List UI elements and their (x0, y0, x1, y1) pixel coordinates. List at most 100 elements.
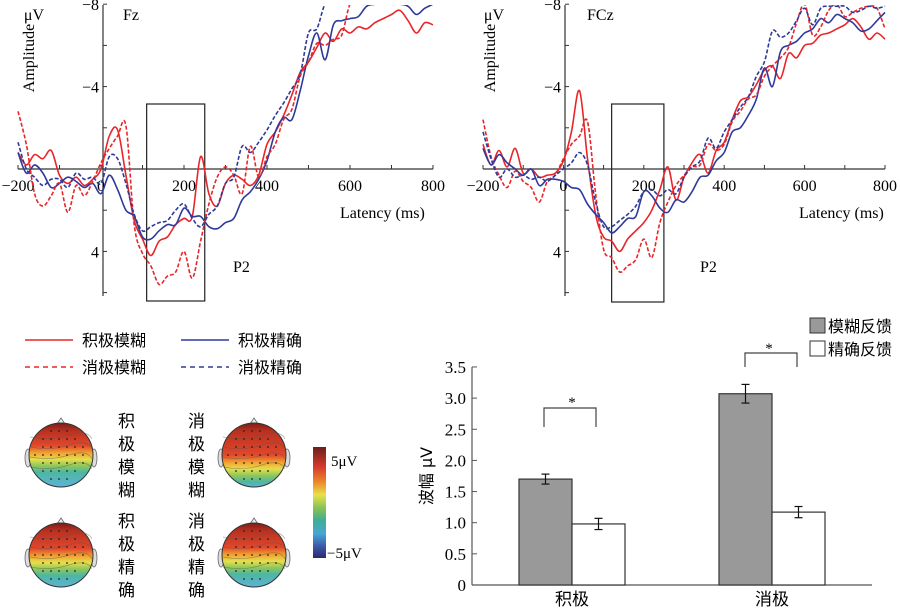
contour-line (29, 562, 93, 570)
topomap-label-char: 极 (188, 535, 205, 555)
electrode-dot (275, 562, 277, 564)
electrode-dot (259, 446, 261, 448)
electrode-dot (50, 438, 52, 440)
colorbar-gradient (313, 447, 326, 558)
electrode-dot (50, 446, 52, 448)
electrode-dot (251, 538, 253, 540)
bar-precise (571, 523, 626, 586)
electrode-dot (58, 578, 60, 580)
nose-icon (249, 517, 259, 525)
bar-legend-swatch (809, 340, 826, 357)
electrode-dot (235, 570, 237, 572)
electrode-dot (50, 530, 52, 532)
electrode-dot (243, 546, 245, 548)
electrode-dot (82, 554, 84, 556)
scalp-map (28, 422, 94, 488)
electrode-dot (235, 562, 237, 564)
significance-star: * (765, 341, 773, 357)
electrode-dot (243, 530, 245, 532)
electrode-dot (235, 462, 237, 464)
electrode-dot (267, 454, 269, 456)
electrode-dot (74, 538, 76, 540)
electrode-dot (251, 462, 253, 464)
electrode-dot (243, 478, 245, 480)
contour-line (222, 462, 286, 470)
y-tick-label: 4 (91, 244, 99, 261)
electrode-dot (259, 454, 261, 456)
legend-label: 积极精确 (238, 331, 302, 350)
electrode-dot (259, 438, 261, 440)
p2-label: P2 (233, 259, 250, 276)
electrode-dot (267, 570, 269, 572)
electrode-dot (275, 454, 277, 456)
electrode-dot (243, 554, 245, 556)
electrode-dot (34, 554, 36, 556)
y-tick-label: 2.5 (445, 420, 466, 439)
electrode-dot (42, 554, 44, 556)
erp-line-2 (17, 5, 434, 241)
electrode-dot (82, 454, 84, 456)
electrode-dot (42, 438, 44, 440)
y-tick-label: 2.0 (445, 451, 466, 470)
contour-line (29, 552, 93, 560)
significance-bracket (543, 407, 597, 427)
electrode-dot (58, 430, 60, 432)
bar-legend-label: 模糊反馈 (828, 317, 892, 336)
topomap (24, 517, 98, 588)
electrode-dot (251, 570, 253, 572)
electrode-dot (50, 430, 52, 432)
electrode-dot (50, 470, 52, 472)
electrode-dot (66, 530, 68, 532)
electrode-dot (275, 462, 277, 464)
electrode-dot (243, 462, 245, 464)
electrode-dot (50, 538, 52, 540)
scalp-map (28, 522, 94, 588)
electrode-dot (267, 446, 269, 448)
topomap (217, 417, 291, 488)
electrode-dot (251, 470, 253, 472)
nose-icon (249, 417, 259, 425)
electrode-dot (58, 462, 60, 464)
legend-label: 消极模糊 (82, 358, 146, 377)
bar-legend-label: 精确反馈 (828, 340, 892, 359)
topomap-label-char: 消 (188, 512, 205, 532)
x-tick-label: 0 (97, 178, 105, 195)
electrode-dot (259, 578, 261, 580)
y-tick-label: 0.5 (445, 545, 466, 564)
scalp-map (221, 422, 287, 488)
electrode-dot (74, 454, 76, 456)
y-axis-label: Amplitude (482, 24, 499, 92)
electrode-dot (251, 454, 253, 456)
electrode-dot (66, 446, 68, 448)
nose-icon (56, 517, 66, 525)
electrode-dot (235, 454, 237, 456)
electrode-dot (74, 470, 76, 472)
contour-line (222, 532, 286, 540)
y-axis-label: 波幅 μV (417, 447, 436, 505)
topomap-label-char: 精 (188, 558, 205, 578)
electrode-dot (267, 462, 269, 464)
electrode-dot (66, 562, 68, 564)
electrode-dot (235, 438, 237, 440)
colorbar-max-label: 5μV (331, 454, 358, 470)
topomap (24, 417, 98, 488)
electrode-dot (259, 478, 261, 480)
y-tick-label: −8 (544, 0, 561, 14)
electrode-dot (227, 554, 229, 556)
electrode-dot (235, 554, 237, 556)
y-tick-label: 3.0 (445, 389, 466, 408)
electrode-dot (50, 562, 52, 564)
electrode-dot (58, 562, 60, 564)
electrode-dot (251, 430, 253, 432)
topomap-label-char: 确 (118, 581, 135, 601)
erp-line-2 (482, 11, 886, 234)
y-tick-label: 4 (553, 244, 561, 261)
electrode-dot (251, 554, 253, 556)
topomap-label-char: 极 (118, 435, 135, 455)
significance-star: * (568, 395, 576, 411)
p2-window-box (611, 103, 665, 303)
